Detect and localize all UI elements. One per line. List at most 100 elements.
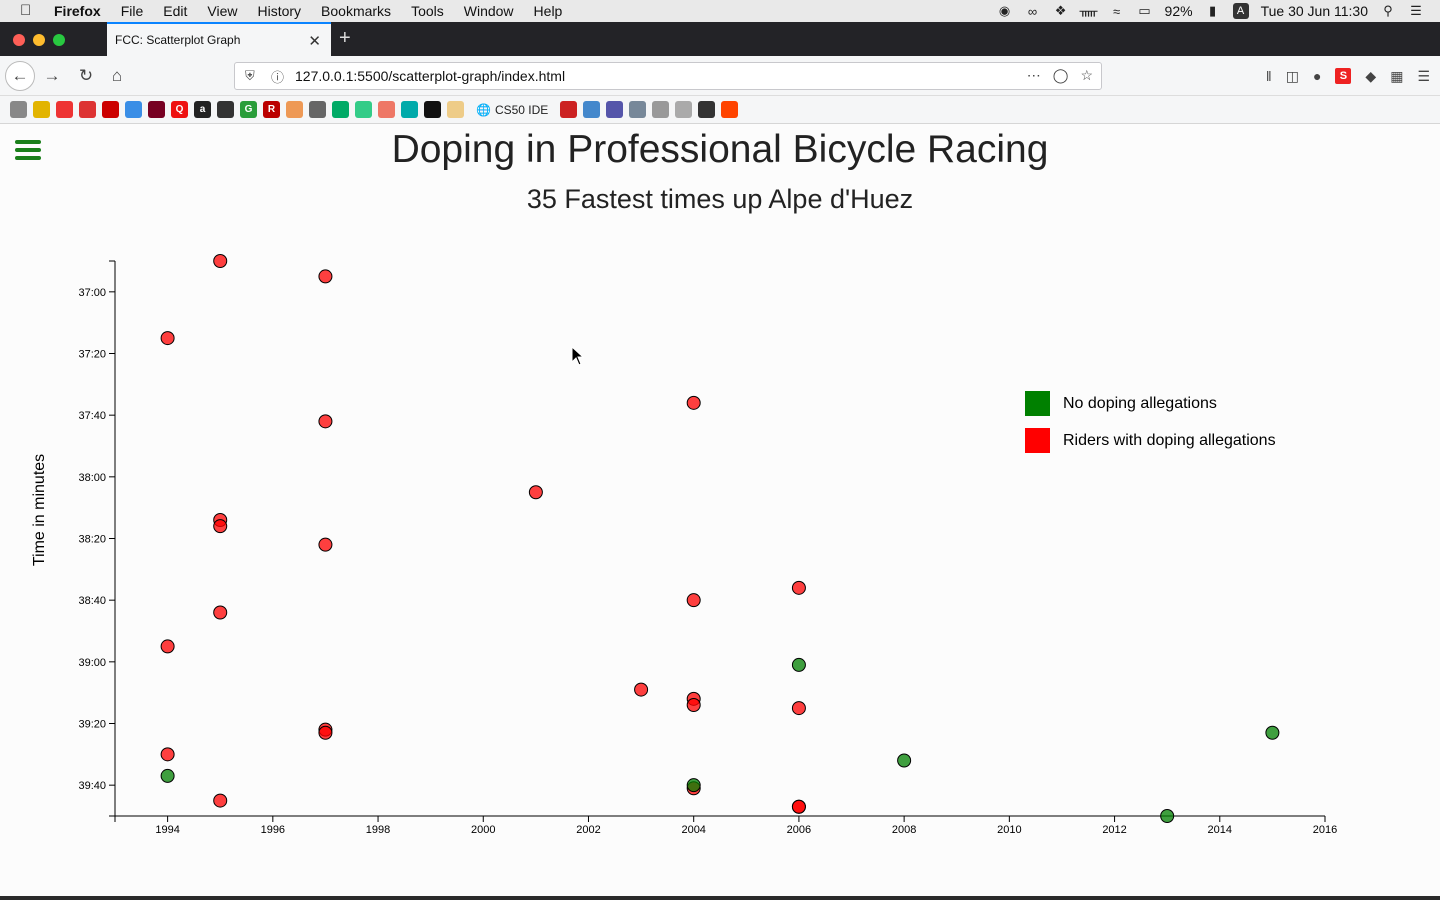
- bookmark-box-icon[interactable]: [286, 101, 303, 118]
- app-menu-icon[interactable]: ☰: [1417, 68, 1430, 84]
- dropbox-icon[interactable]: ❖: [1054, 3, 1067, 18]
- bookmark-hexagon-icon[interactable]: [33, 101, 50, 118]
- bookmark-swirl-icon[interactable]: [378, 101, 395, 118]
- clock[interactable]: Tue 30 Jun 11:30: [1260, 3, 1368, 19]
- doping-data-point: [686, 395, 701, 410]
- scatterplot-chart: 1994 1996 1998 2000 2002 2004 2006 2008 2010 2012…: [31, 254, 1337, 836]
- airplay-icon[interactable]: ▭: [1138, 3, 1151, 18]
- extension-grid-icon[interactable]: ▦: [1390, 68, 1404, 84]
- bookmark-mail-icon[interactable]: [102, 101, 119, 118]
- tab-strip: FCC: Scatterplot Graph ✕ +: [0, 22, 1440, 56]
- menu-tools[interactable]: Tools: [411, 3, 444, 19]
- bookmark-blocks-icon[interactable]: [583, 101, 601, 118]
- doping-data-point: [213, 519, 228, 534]
- account-icon[interactable]: ●: [1312, 68, 1322, 84]
- page-actions-icon[interactable]: ⋯: [1026, 67, 1041, 83]
- y-tick-label: 37:20: [78, 349, 106, 361]
- clean-data-point: [1265, 725, 1280, 740]
- creative-cloud-icon[interactable]: ∞: [1027, 3, 1038, 19]
- page-subtitle: 35 Fastest times up Alpe d'Huez: [526, 184, 914, 214]
- clean-data-point: [897, 753, 912, 768]
- bookmark-circle-icon[interactable]: [401, 101, 418, 118]
- input-source-icon[interactable]: A: [1232, 3, 1249, 19]
- bookmark-u-icon[interactable]: [560, 101, 578, 118]
- bookmark-link-icon[interactable]: [606, 101, 624, 118]
- library-icon[interactable]: ‖: [1265, 68, 1272, 84]
- codepen-icon[interactable]: [698, 101, 716, 118]
- menu-help[interactable]: Help: [533, 3, 563, 19]
- bookmark-case-icon[interactable]: [217, 101, 234, 118]
- hamburger-menu-icon[interactable]: [15, 140, 41, 160]
- menu-file[interactable]: File: [120, 3, 144, 19]
- bookmark-page-icon[interactable]: [652, 101, 670, 118]
- doping-data-point: [634, 682, 649, 697]
- menu-edit[interactable]: Edit: [163, 3, 188, 19]
- pocket-icon[interactable]: ◯: [1052, 67, 1069, 83]
- sidebar-icon[interactable]: ◫: [1285, 68, 1299, 84]
- bookmark-cs50[interactable]: 🌐 CS50 IDE: [476, 103, 548, 117]
- bookmark-q-icon[interactable]: Q: [171, 101, 188, 118]
- tab-active[interactable]: FCC: Scatterplot Graph ✕: [107, 22, 331, 56]
- reload-icon[interactable]: ↻: [78, 66, 94, 85]
- x-tick-label: 2014: [1208, 824, 1232, 836]
- bookmark-star-icon[interactable]: ☆: [1080, 67, 1093, 83]
- bookmark-cat-icon[interactable]: [629, 101, 647, 118]
- bluetooth-icon[interactable]: ᚅ: [1079, 3, 1098, 18]
- bookmark-game-icon[interactable]: [148, 101, 165, 118]
- bookmark-cup-icon[interactable]: [447, 101, 464, 118]
- apple-icon[interactable]: : [20, 3, 36, 19]
- close-window-button[interactable]: [13, 34, 25, 46]
- notification-center-icon[interactable]: ☰: [1410, 3, 1422, 18]
- url-text[interactable]: 127.0.0.1:5500/scatterplot-graph/index.h…: [295, 68, 566, 84]
- window-bottom-edge: [0, 896, 1440, 900]
- battery-icon[interactable]: ▮: [1209, 3, 1217, 18]
- minimize-window-button[interactable]: [33, 34, 45, 46]
- reddit-icon[interactable]: [721, 101, 739, 118]
- bookmark-amazon-icon[interactable]: a: [194, 101, 211, 118]
- bookmark-a-icon[interactable]: [332, 101, 349, 118]
- menu-bookmarks[interactable]: Bookmarks: [321, 3, 392, 19]
- bookmark-red-icon[interactable]: [56, 101, 73, 118]
- x-tick-label: 2016: [1313, 824, 1337, 836]
- bookmark-chart-icon[interactable]: [355, 101, 372, 118]
- y-axis-label: Time in minutes: [31, 454, 48, 566]
- legend-swatch: [1025, 391, 1050, 416]
- y-tick-label: 39:00: [78, 657, 106, 669]
- doping-data-point: [686, 698, 701, 712]
- address-bar[interactable]: ⛨ ⓘ 127.0.0.1:5500/scatterplot-graph/ind…: [234, 62, 1102, 90]
- menu-history[interactable]: History: [257, 3, 302, 19]
- bookmark-g-icon[interactable]: G: [240, 101, 257, 118]
- x-tick-label: 2004: [681, 824, 705, 836]
- home-icon[interactable]: ⌂: [111, 66, 123, 85]
- wifi-icon[interactable]: ≈: [1112, 3, 1121, 19]
- y-tick-label: 38:00: [78, 472, 106, 484]
- doping-data-point: [318, 725, 333, 740]
- extension-s-icon[interactable]: S: [1335, 68, 1352, 84]
- record-icon[interactable]: ◉: [998, 3, 1011, 18]
- shield-icon[interactable]: ⛨: [245, 68, 255, 83]
- bookmark-bird-icon[interactable]: [125, 101, 142, 118]
- forward-arrow-icon[interactable]: →: [43, 66, 61, 85]
- y-tick-label: 37:40: [78, 410, 106, 422]
- zoom-window-button[interactable]: [53, 34, 65, 46]
- doping-data-point: [791, 701, 806, 716]
- bookmark-doc-icon[interactable]: [309, 101, 326, 118]
- y-tick-label: 38:20: [78, 534, 106, 546]
- new-tab-icon[interactable]: +: [339, 27, 351, 49]
- menu-view[interactable]: View: [207, 3, 238, 19]
- menu-app[interactable]: Firefox: [54, 3, 101, 19]
- github-icon[interactable]: [424, 101, 441, 118]
- x-tick-label: 1996: [261, 824, 285, 836]
- bookmark-r-icon[interactable]: R: [263, 101, 280, 118]
- macos-menubar:  Firefox File Edit View History Bookmar…: [0, 0, 1440, 22]
- back-arrow-icon[interactable]: ←: [5, 61, 35, 91]
- menu-window[interactable]: Window: [463, 3, 514, 19]
- tab-close-icon[interactable]: ✕: [308, 33, 321, 50]
- battery-percent: 92%: [1164, 3, 1193, 19]
- spotlight-icon[interactable]: ⚲: [1383, 3, 1393, 18]
- info-icon[interactable]: ⓘ: [271, 69, 285, 85]
- extension-puzzle-icon[interactable]: ◆: [1365, 68, 1377, 84]
- bookmark-search-icon[interactable]: [675, 101, 693, 118]
- bookmark-owl-icon[interactable]: [10, 101, 27, 118]
- bookmark-bag-icon[interactable]: [79, 101, 96, 118]
